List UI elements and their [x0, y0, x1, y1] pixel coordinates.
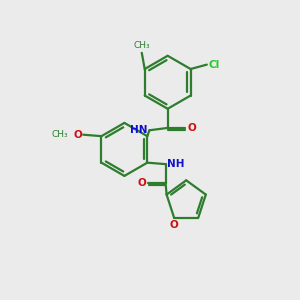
Text: NH: NH [167, 159, 184, 169]
Text: CH₃: CH₃ [51, 130, 68, 139]
Text: O: O [169, 220, 178, 230]
Text: Cl: Cl [208, 60, 220, 70]
Text: HN: HN [130, 125, 147, 135]
Text: CH₃: CH₃ [134, 41, 150, 50]
Text: O: O [74, 130, 82, 140]
Text: O: O [188, 123, 196, 133]
Text: O: O [137, 178, 146, 188]
